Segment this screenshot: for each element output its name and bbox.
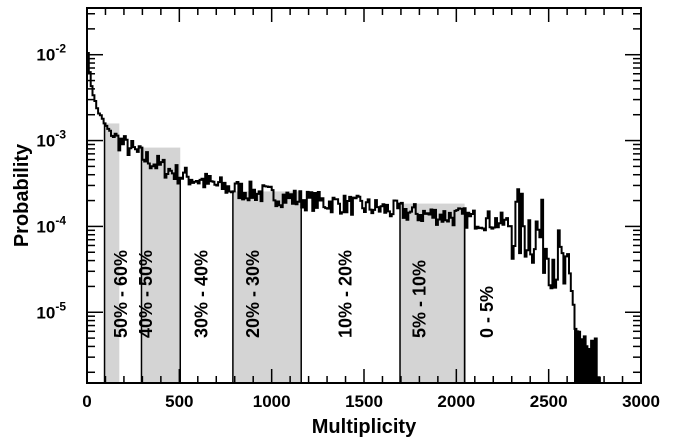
- histogram-series: [87, 52, 601, 384]
- centrality-label-5: 5% - 10%: [409, 260, 429, 338]
- centrality-label-2: 30% - 40%: [191, 250, 211, 338]
- y-tick-base: 10: [36, 217, 55, 236]
- centrality-label-0: 50% - 60%: [111, 250, 131, 338]
- y-tick-base: 10: [36, 132, 55, 151]
- centrality-bands: [103, 123, 466, 384]
- x-tick-label-0: 0: [82, 392, 91, 411]
- centrality-label-6: 0 - 5%: [477, 286, 497, 338]
- y-tick-label-1e-2: 10-2: [36, 42, 66, 65]
- distribution-tail-fill: [574, 328, 601, 384]
- y-tick-exponent: -5: [55, 299, 66, 313]
- x-tick-label-2500: 2500: [530, 392, 568, 411]
- x-tick-labels: 0 500 1000 1500 2000 2500 3000: [82, 392, 660, 411]
- x-tick-label-2000: 2000: [437, 392, 475, 411]
- centrality-label-1: 40% - 50%: [136, 250, 156, 338]
- x-tick-label-500: 500: [165, 392, 193, 411]
- y-axis-title: Probability: [11, 143, 33, 247]
- centrality-label-4: 10% - 20%: [336, 250, 356, 338]
- y-tick-label-1e-5: 10-5: [36, 299, 66, 322]
- x-tick-label-1500: 1500: [345, 392, 383, 411]
- y-tick-label-1e-4: 10-4: [36, 213, 66, 236]
- centrality-band-5: [400, 203, 465, 383]
- centrality-band-1: [141, 147, 181, 383]
- y-tick-base: 10: [36, 303, 55, 322]
- x-tick-label-3000: 3000: [622, 392, 660, 411]
- y-tick-label-1e-3: 10-3: [36, 128, 66, 151]
- y-tick-labels: 10-210-310-410-5: [36, 42, 66, 323]
- axis-ticks: [86, 8, 642, 383]
- y-tick-base: 10: [36, 46, 55, 65]
- y-tick-exponent: -3: [55, 128, 66, 142]
- centrality-band-labels: 50% - 60% 40% - 50% 30% - 40% 20% - 30% 10% …: [111, 250, 497, 338]
- y-tick-exponent: -2: [55, 42, 66, 56]
- x-axis-title: Multiplicity: [312, 416, 417, 438]
- multiplicity-distribution-line: [87, 52, 601, 382]
- centrality-label-3: 20% - 30%: [243, 250, 263, 338]
- centrality-band-3: [232, 191, 302, 383]
- y-tick-exponent: -4: [55, 213, 66, 227]
- centrality-band-0: [104, 123, 120, 384]
- x-tick-label-1000: 1000: [253, 392, 291, 411]
